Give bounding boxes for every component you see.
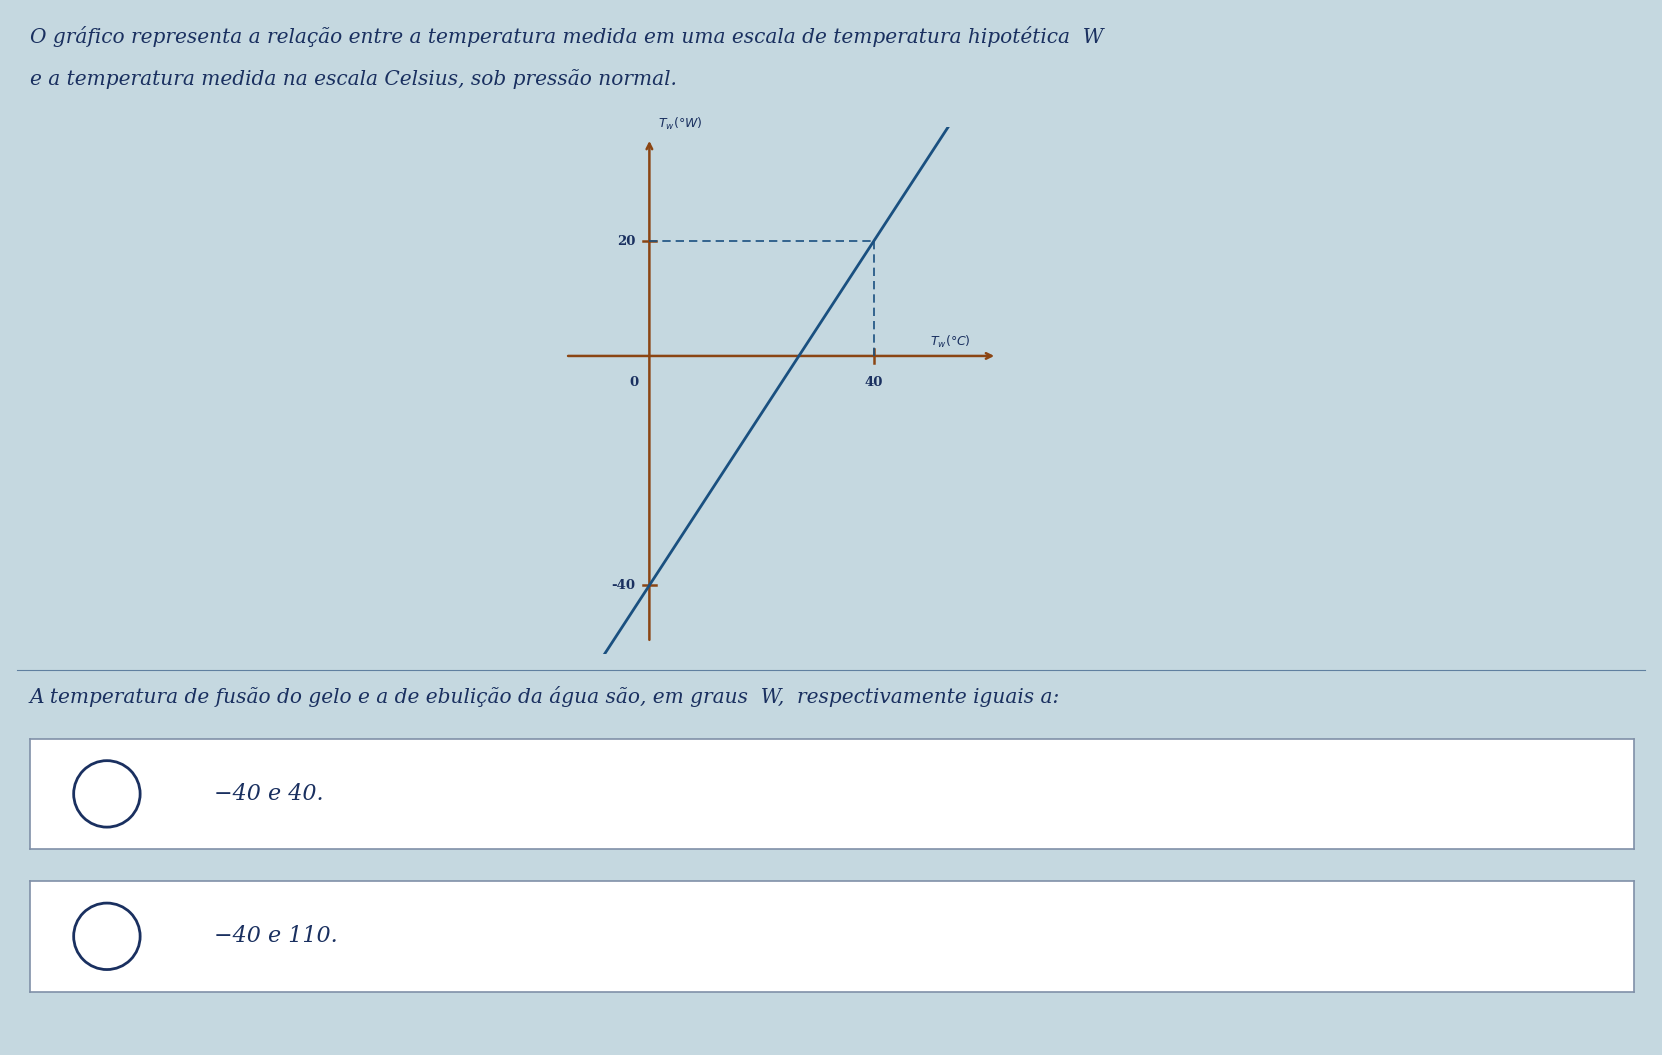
- Text: −40 e 40.: −40 e 40.: [214, 783, 324, 805]
- Text: O gráfico representa a relação entre a temperatura medida em uma escala de tempe: O gráfico representa a relação entre a t…: [30, 26, 1104, 47]
- Text: A temperatura de fusão do gelo e a de ebulição da água são, em graus  W,  respec: A temperatura de fusão do gelo e a de eb…: [30, 686, 1060, 707]
- Text: $T_w(°C)$: $T_w(°C)$: [929, 333, 971, 349]
- Text: B: B: [96, 924, 116, 948]
- Ellipse shape: [73, 903, 140, 970]
- Text: e a temperatura medida na escala Celsius, sob pressão normal.: e a temperatura medida na escala Celsius…: [30, 69, 676, 89]
- Text: 0: 0: [628, 376, 638, 389]
- Ellipse shape: [73, 761, 140, 827]
- Text: -40: -40: [612, 579, 635, 592]
- Text: 20: 20: [617, 235, 635, 248]
- Text: −40 e 110.: −40 e 110.: [214, 925, 337, 947]
- Text: $T_w(°W)$: $T_w(°W)$: [658, 116, 703, 132]
- Text: A: A: [98, 782, 116, 806]
- Text: 40: 40: [864, 376, 883, 389]
